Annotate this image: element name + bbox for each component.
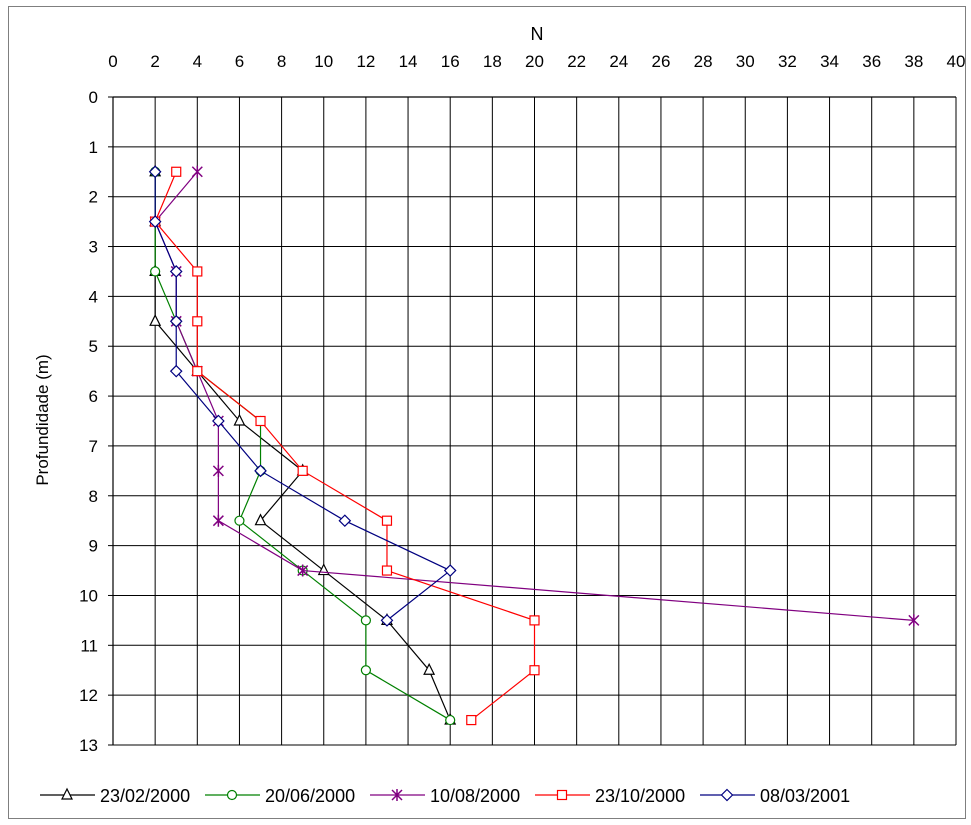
legend-marker (556, 789, 568, 801)
y-tick-label: 7 (89, 437, 98, 456)
legend-item: 23/02/2000 (40, 786, 190, 806)
data-point (255, 415, 266, 427)
data-point (171, 166, 182, 177)
x-tick-label: 12 (356, 52, 375, 71)
y-tick-label: 4 (89, 287, 98, 306)
y-tick-label: 3 (89, 238, 98, 257)
series-0 (149, 164, 457, 725)
data-point (150, 266, 161, 277)
data-point (466, 714, 477, 726)
legend-marker (61, 787, 73, 800)
y-tick-label: 13 (79, 736, 98, 755)
data-point (148, 165, 162, 179)
x-tick-label: 30 (736, 52, 755, 71)
data-point (169, 364, 183, 378)
x-tick-label: 22 (567, 52, 586, 71)
data-point (192, 366, 203, 377)
data-point (381, 565, 393, 576)
x-tick-label: 16 (441, 52, 460, 71)
x-tick-label: 36 (862, 52, 881, 71)
data-point (191, 165, 203, 178)
x-tick-label: 38 (904, 52, 923, 71)
y-tick-label: 10 (79, 586, 98, 605)
x-tick-label: 10 (314, 52, 333, 71)
legend-marker (720, 788, 734, 802)
data-point (360, 665, 371, 676)
legend-item: 10/08/2000 (370, 786, 520, 806)
y-tick-label: 12 (79, 686, 98, 705)
legend-item: 08/03/2001 (700, 786, 850, 806)
legend-label: 08/03/2001 (760, 786, 850, 806)
data-point (254, 513, 267, 526)
legend-label: 23/02/2000 (100, 786, 190, 806)
data-point (381, 515, 393, 526)
x-tick-label: 28 (694, 52, 713, 71)
data-point (380, 614, 394, 627)
legend: 23/02/2000 20/06/2000 10/08/2000 23/10/2000… (40, 786, 850, 806)
x-tick-label: 8 (277, 52, 286, 71)
legend-item: 20/06/2000 (205, 786, 355, 806)
legend-label: 20/06/2000 (265, 786, 355, 806)
data-point (297, 564, 309, 577)
data-point (445, 714, 456, 726)
data-point (148, 215, 162, 228)
legend-label: 23/10/2000 (595, 786, 685, 806)
data-point (443, 564, 457, 577)
data-point (529, 615, 540, 626)
legend-marker (391, 789, 403, 801)
y-tick-label: 0 (89, 88, 98, 107)
data-point (212, 514, 224, 527)
series-line (154, 171, 452, 621)
data-point (908, 614, 920, 627)
data-point (169, 314, 183, 328)
data-point (234, 515, 245, 526)
legend-marker (226, 789, 238, 801)
series-group (148, 164, 920, 726)
x-tick-labels: 0 2 4 6 8 10 12 14 16 18 20 22 24 26 28 30 32 34 36 38 40 (108, 52, 965, 71)
y-tick-label: 11 (80, 636, 98, 655)
data-point (529, 665, 540, 676)
data-point (297, 465, 308, 476)
legend-label: 10/08/2000 (430, 786, 520, 806)
y-tick-label: 1 (89, 138, 98, 157)
data-point (233, 413, 246, 426)
y-tick-label: 8 (89, 487, 98, 506)
x-tick-label: 14 (399, 52, 418, 71)
data-point (169, 265, 183, 278)
y-axis-label: Profundidade (m) (33, 354, 52, 485)
x-tick-label: 34 (820, 52, 839, 71)
data-point (338, 514, 352, 528)
x-tick-label: 4 (193, 52, 202, 71)
data-point (192, 266, 203, 277)
series-line (154, 171, 451, 721)
x-axis-label: N (531, 24, 544, 44)
x-tick-label: 18 (483, 52, 502, 71)
x-tick-label: 2 (150, 52, 159, 71)
data-point (149, 313, 162, 326)
data-point (254, 464, 267, 478)
x-tick-label: 6 (235, 52, 244, 71)
series-line (154, 171, 536, 721)
chart-frame (8, 6, 966, 819)
y-tick-label: 2 (89, 188, 98, 207)
y-tick-label: 6 (89, 387, 98, 406)
x-tick-label: 0 (108, 52, 117, 71)
x-tick-label: 32 (778, 52, 797, 71)
x-tick-label: 24 (609, 52, 628, 71)
x-tick-label: 26 (651, 52, 670, 71)
data-point (192, 316, 203, 327)
data-point (212, 414, 225, 428)
y-tick-label: 9 (89, 537, 98, 556)
legend-item: 23/10/2000 (535, 786, 685, 806)
data-point (423, 662, 436, 675)
data-point (212, 464, 224, 477)
series-4 (148, 165, 457, 627)
x-tick-label: 40 (947, 52, 966, 71)
data-point (360, 615, 371, 626)
y-tick-label: 5 (89, 337, 98, 356)
x-tick-label: 20 (525, 52, 544, 71)
